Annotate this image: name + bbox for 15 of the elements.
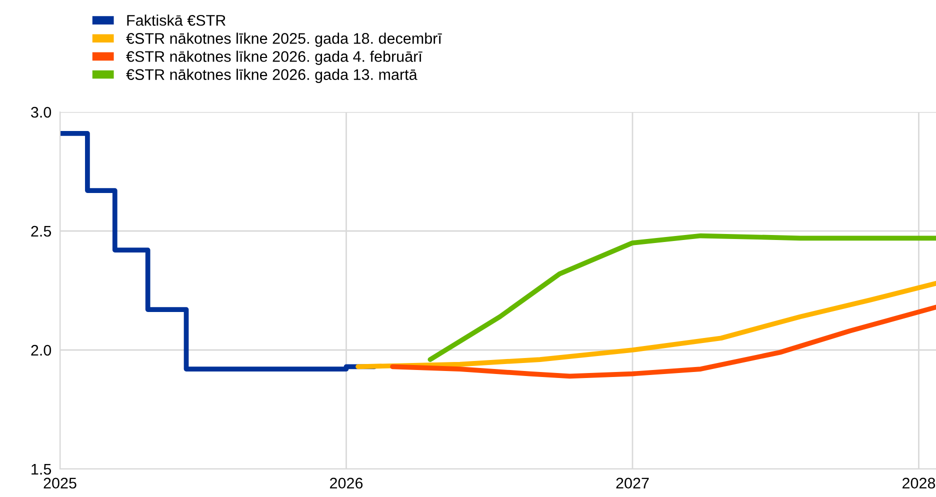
legend-label: €STR nākotnes līkne 2026. gada 13. martā (126, 68, 418, 84)
x-tick-label: 2025 (44, 478, 76, 489)
y-tick-label: 3.0 (31, 106, 52, 118)
legend-label: €STR nākotnes līkne 2026. gada 4. februārī (126, 50, 422, 65)
legend-label: Faktiskā €STR (127, 14, 226, 26)
y-tick-label: 2.5 (31, 226, 52, 237)
y-tick-label: 1.5 (32, 464, 52, 475)
legend-label: €STR nākotnes līkne 2025. gada 18. decembrī (126, 32, 442, 47)
line-series (390, 304, 936, 379)
line-series (428, 233, 936, 362)
line-series (356, 280, 936, 370)
x-tick-label: 2026 (330, 478, 363, 489)
x-tick-label: 2028 (902, 478, 936, 489)
y-tick-label: 2.0 (31, 344, 52, 356)
x-tick-label: 2027 (616, 478, 649, 489)
